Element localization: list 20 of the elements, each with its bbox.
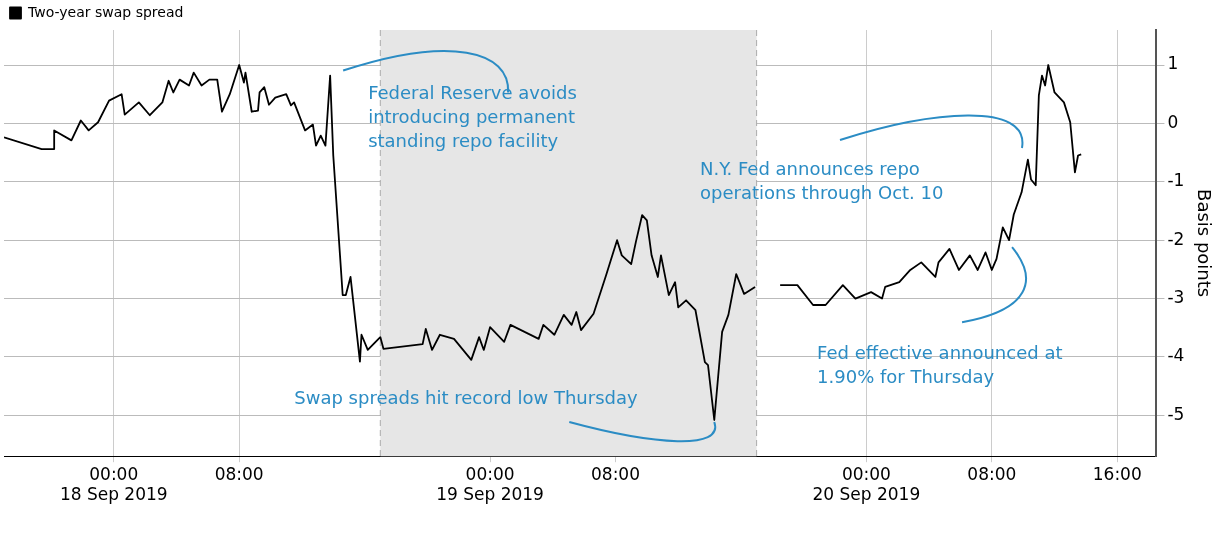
x-tick-label: 00:00 18 Sep 2019 <box>59 463 168 505</box>
legend-label: Two-year swap spread <box>27 3 184 20</box>
x-tick-label: 00:00 20 Sep 2019 <box>812 463 921 505</box>
x-tick-label: 16:00 <box>1092 463 1142 484</box>
annotation: Swap spreads hit record low Thursday <box>294 386 638 408</box>
annotation: Federal Reserve avoids introducing permanent standing repo facility <box>368 82 577 152</box>
x-tick-label: 08:00 <box>591 463 640 484</box>
y-tick-label: 1 <box>1167 53 1179 74</box>
y-tick-label: -4 <box>1167 345 1185 366</box>
y-axis-title: Basis points <box>1193 189 1215 298</box>
x-tick-label: 00:00 19 Sep 2019 <box>436 463 544 505</box>
x-tick-label: 08:00 <box>967 463 1017 484</box>
y-tick-label: 0 <box>1167 111 1179 132</box>
y-tick-label: -1 <box>1167 170 1185 191</box>
annotation: Fed effective announced at 1.90% for Thursday <box>817 341 1063 387</box>
y-tick-label: -2 <box>1167 228 1185 249</box>
y-tick-label: -3 <box>1167 286 1185 307</box>
x-tick-label: 08:00 <box>214 463 264 484</box>
y-tick-label: -5 <box>1167 403 1185 424</box>
annotation: N.Y. Fed announces repo operations through Oct. 10 <box>700 157 944 203</box>
